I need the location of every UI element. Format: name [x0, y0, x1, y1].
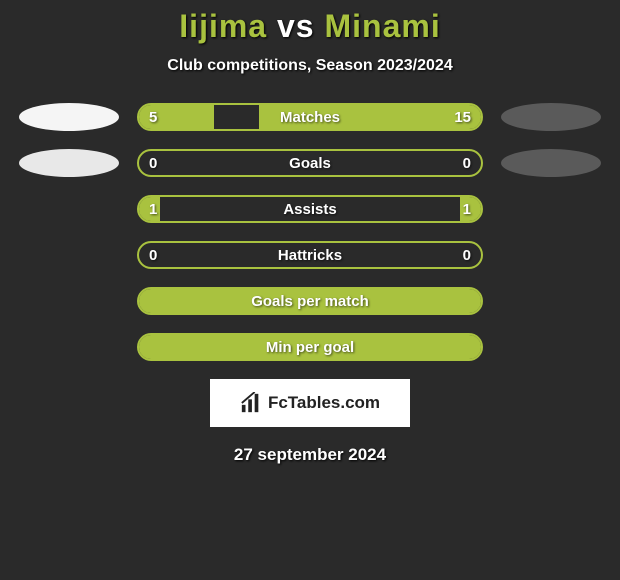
stat-label: Hattricks	[139, 243, 481, 267]
stat-row: Min per goal	[0, 333, 620, 361]
stat-row: 11Assists	[0, 195, 620, 223]
chart-icon	[240, 392, 262, 414]
right-oval-icon	[501, 103, 601, 131]
stat-row: 00Hattricks	[0, 241, 620, 269]
comparison-infographic: Iijima vs Minami Club competitions, Seas…	[0, 0, 620, 580]
stat-label: Goals per match	[139, 289, 481, 313]
date-label: 27 september 2024	[0, 445, 620, 465]
vs-label: vs	[277, 8, 315, 44]
stat-bar: Goals per match	[137, 287, 483, 315]
player2-name: Minami	[324, 8, 440, 44]
stat-label: Matches	[139, 105, 481, 129]
stat-row: 00Goals	[0, 149, 620, 177]
player1-name: Iijima	[179, 8, 267, 44]
stat-row: Goals per match	[0, 287, 620, 315]
stat-row: 515Matches	[0, 103, 620, 131]
left-oval-icon	[19, 103, 119, 131]
stat-label: Goals	[139, 151, 481, 175]
source-logo: FcTables.com	[210, 379, 410, 427]
stats-list: 515Matches 00Goals 11Assists 00Hattricks Goa…	[0, 103, 620, 361]
title: Iijima vs Minami	[0, 8, 620, 45]
logo-text: FcTables.com	[268, 393, 380, 413]
right-oval-icon	[501, 149, 601, 177]
subtitle: Club competitions, Season 2023/2024	[0, 57, 620, 75]
stat-label: Min per goal	[139, 335, 481, 359]
stat-label: Assists	[139, 197, 481, 221]
stat-bar: Min per goal	[137, 333, 483, 361]
stat-bar: 00Hattricks	[137, 241, 483, 269]
stat-bar: 00Goals	[137, 149, 483, 177]
left-oval-icon	[19, 149, 119, 177]
stat-bar: 11Assists	[137, 195, 483, 223]
stat-bar: 515Matches	[137, 103, 483, 131]
